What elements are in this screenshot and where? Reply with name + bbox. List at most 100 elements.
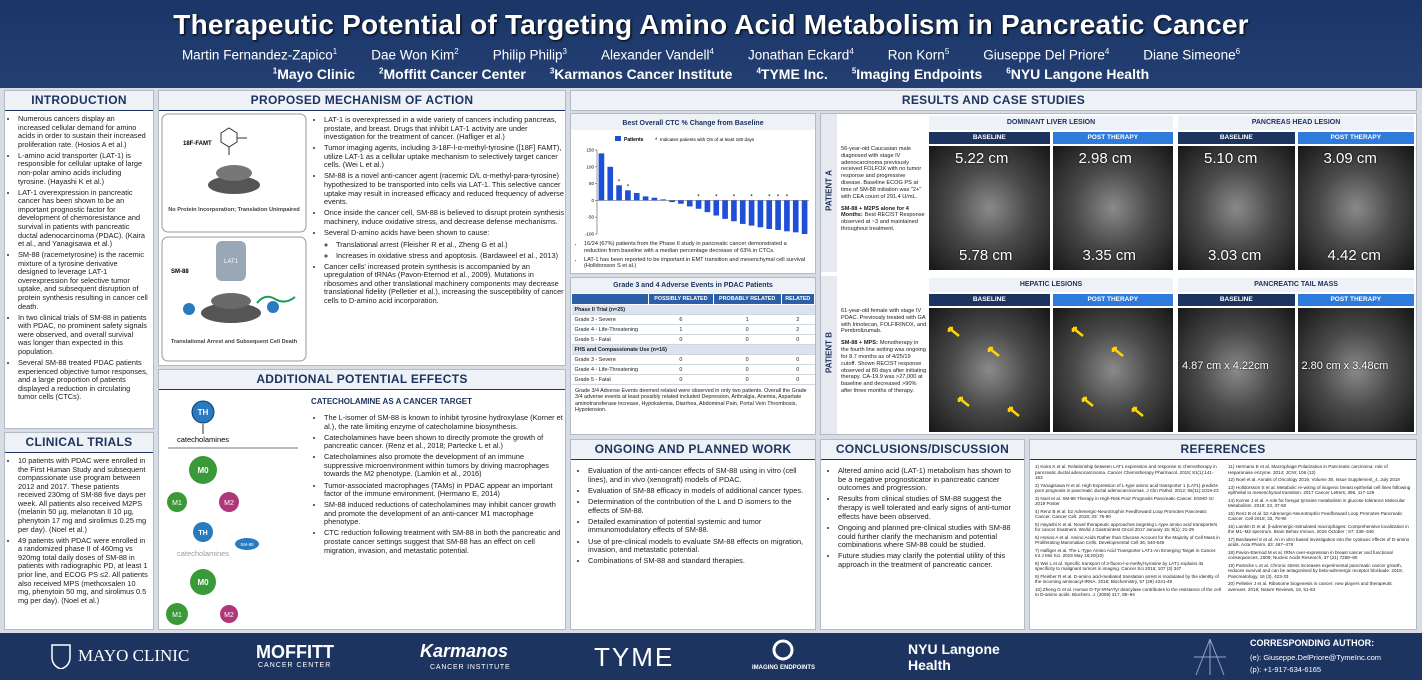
author-affiliation: 5 (944, 47, 950, 56)
mechanism-diagram: 18F-FAMT No Protein Incorporation; Trans… (161, 113, 307, 362)
patient-label-strip: PATIENT B (821, 276, 837, 434)
affiliation-number: 6 (1006, 65, 1011, 75)
author-name: Ron Korn (887, 47, 945, 63)
lesion-title: PANCREATIC TAIL MASS (1178, 278, 1414, 292)
enzyme-icon (191, 400, 215, 424)
section-body: Numerous cancers display an increased ce… (5, 111, 153, 402)
author: Martin Fernandez-Zapico1 (182, 47, 337, 63)
reference: 20) Pelletier J et al. Ribosome biogenes… (1228, 581, 1393, 592)
author-affiliation: 1 (332, 47, 338, 56)
author-name: Philip Philip (492, 47, 563, 63)
affiliation-name: TYME Inc. (760, 65, 828, 82)
bar (757, 200, 764, 228)
patient-label: PATIENT A (824, 170, 834, 211)
table-group-row: Phase II Trial (n=25) (571, 304, 815, 315)
diagram-label: M0 (197, 578, 209, 587)
bullet: Use of pre-clinical models to evaluate S… (588, 537, 807, 555)
transporter (216, 241, 246, 281)
affiliation: 4TYME Inc. (756, 66, 827, 82)
reference: 11) Hermano E et al. Macrophage Polariza… (1228, 464, 1388, 475)
author: Diane Simeone6 (1143, 47, 1240, 63)
bullet-list: 16/24 (67%) patients from the Phase II s… (575, 241, 811, 270)
case-text: 61-year-old female with stage IV PDAC. P… (841, 308, 927, 395)
ctc-chart: Best Overall CTC % Change from Baseline P… (571, 114, 815, 237)
legend-label: Patients (624, 137, 644, 143)
bar (748, 200, 755, 226)
table-footnote: Grade 3/4 Adverse Events deemed related … (575, 388, 807, 414)
affiliation: 3Karmanos Cancer Institute (550, 66, 733, 82)
os-marker: * (786, 194, 789, 200)
table-cell: 0 (648, 354, 714, 365)
measurement: 5.10 cm (1204, 150, 1258, 167)
bullet: Results from clinical studies of SM-88 s… (838, 495, 1016, 521)
table-header-row: POSSIBLY RELATED PROBABLY RELATED RELATED (571, 293, 815, 305)
diagram-caption: Translational Arrest and Subsequent Cell… (171, 339, 298, 345)
mechanism-panel: PROPOSED MECHANISM OF ACTION 18F-FAMT No… (158, 90, 566, 366)
bar (678, 200, 684, 204)
measurement: 5.22 cm (955, 150, 1009, 167)
bar (792, 200, 799, 233)
case-regimen: SM-88 + M2PS alone for 4 Months: (841, 205, 909, 219)
diagram-caption: No Protein Incorporation; Translation Un… (168, 207, 300, 213)
ct-image: 4.87 cm x 4.22cm (1178, 308, 1295, 432)
enzyme-icon (193, 522, 213, 542)
bullet: Once inside the cancer cell, SM-88 is be… (324, 208, 565, 226)
ct-image: 5.22 cm 5.78 cm (929, 146, 1050, 270)
logo-text: Health (908, 657, 951, 673)
os-marker: * (627, 184, 630, 190)
ribosome (216, 165, 252, 181)
bar (651, 197, 658, 201)
image-label: POST THERAPY (1052, 132, 1173, 144)
bar (766, 200, 773, 229)
reference: 4) Renz B et al. b2 Adrenergic-Neurotrop… (1035, 508, 1207, 520)
table-cell: 6 (648, 314, 714, 325)
lesion-title: PANCREAS HEAD LESION (1178, 116, 1414, 130)
bullet-list: 10 patients with PDAC were enrolled in t… (9, 456, 148, 605)
table-group-row: FHS and Compassionate Use (n=16) (571, 344, 815, 355)
reference: 13) Holldorsson S et al. Metabolic re-wi… (1228, 484, 1411, 496)
drug-icon (235, 538, 259, 550)
bullet: Tumor imaging agents, including 3-18F-l-… (324, 143, 565, 170)
reference: 6) Hosios A et al. Amino Acids Rather th… (1035, 534, 1220, 546)
table-row: Grade 5 - Fatal 0 0 0 (571, 334, 815, 345)
table-cell: 0 (713, 354, 782, 365)
drug-icon (267, 301, 279, 313)
sub-bullet: Increases in oxidative stress and apopto… (336, 251, 565, 261)
table-row-label: Grade 4 - Life-Threatening (571, 324, 649, 335)
bar (695, 200, 702, 209)
bullet: Evaluation of SM-88 efficacy in models o… (588, 486, 807, 496)
reference: 3) Noel et al. SM-88 Therapy in High-Ris… (1035, 495, 1214, 507)
bullet: L-amino acid transporter (LAT-1) is resp… (18, 151, 148, 186)
bullet: Future studies may clarify the potential… (838, 551, 1016, 569)
legend-marker: * (655, 138, 658, 144)
y-tick-label: 100 (586, 164, 594, 169)
arrow (1071, 326, 1084, 337)
lesion-arrows (1071, 326, 1144, 417)
lesion-arrows (947, 326, 1020, 417)
reference: 14) Korner J et al. A role for foregut t… (1228, 497, 1405, 509)
diagram-label: LAT1 (224, 259, 239, 265)
measurement: 2.80 cm x 3.48cm (1301, 360, 1389, 372)
author: Alexander Vandell4 (601, 47, 714, 63)
bullet: Cancer cells' increased protein synthesi… (324, 262, 565, 306)
patient-label-strip: PATIENT A (821, 114, 837, 272)
table-cell: 1 (713, 314, 782, 325)
table-cell: 2 (781, 314, 815, 325)
bar (704, 200, 711, 213)
diagram-label: SM-88 (171, 269, 189, 275)
author-name: Martin Fernandez-Zapico (181, 47, 333, 63)
reference: 10) Zheng G et al. Human D-Tyr-tRNATyr d… (1035, 586, 1221, 598)
bullet: SM-88 induced reductions of catecholamin… (324, 500, 565, 527)
bullet: Several D-amino acids have been shown to… (324, 228, 565, 261)
y-tick-label: 50 (589, 181, 595, 186)
y-tick-label: 150 (586, 148, 594, 153)
reference: 7) Hafliger et al. The L-Type Amino Acid… (1035, 547, 1217, 559)
bullet-list: Altered amino acid (LAT-1) metabolism ha… (829, 466, 1016, 570)
image-label: POST THERAPY (1297, 132, 1414, 144)
bar (598, 153, 605, 201)
diagram-label: catecholamines (177, 549, 229, 558)
table-row: Grade 5 - Fatal 0 0 0 (571, 374, 815, 385)
case-intro: 61-year-old female with stage IV PDAC. P… (841, 308, 927, 335)
ribosome (201, 303, 261, 323)
